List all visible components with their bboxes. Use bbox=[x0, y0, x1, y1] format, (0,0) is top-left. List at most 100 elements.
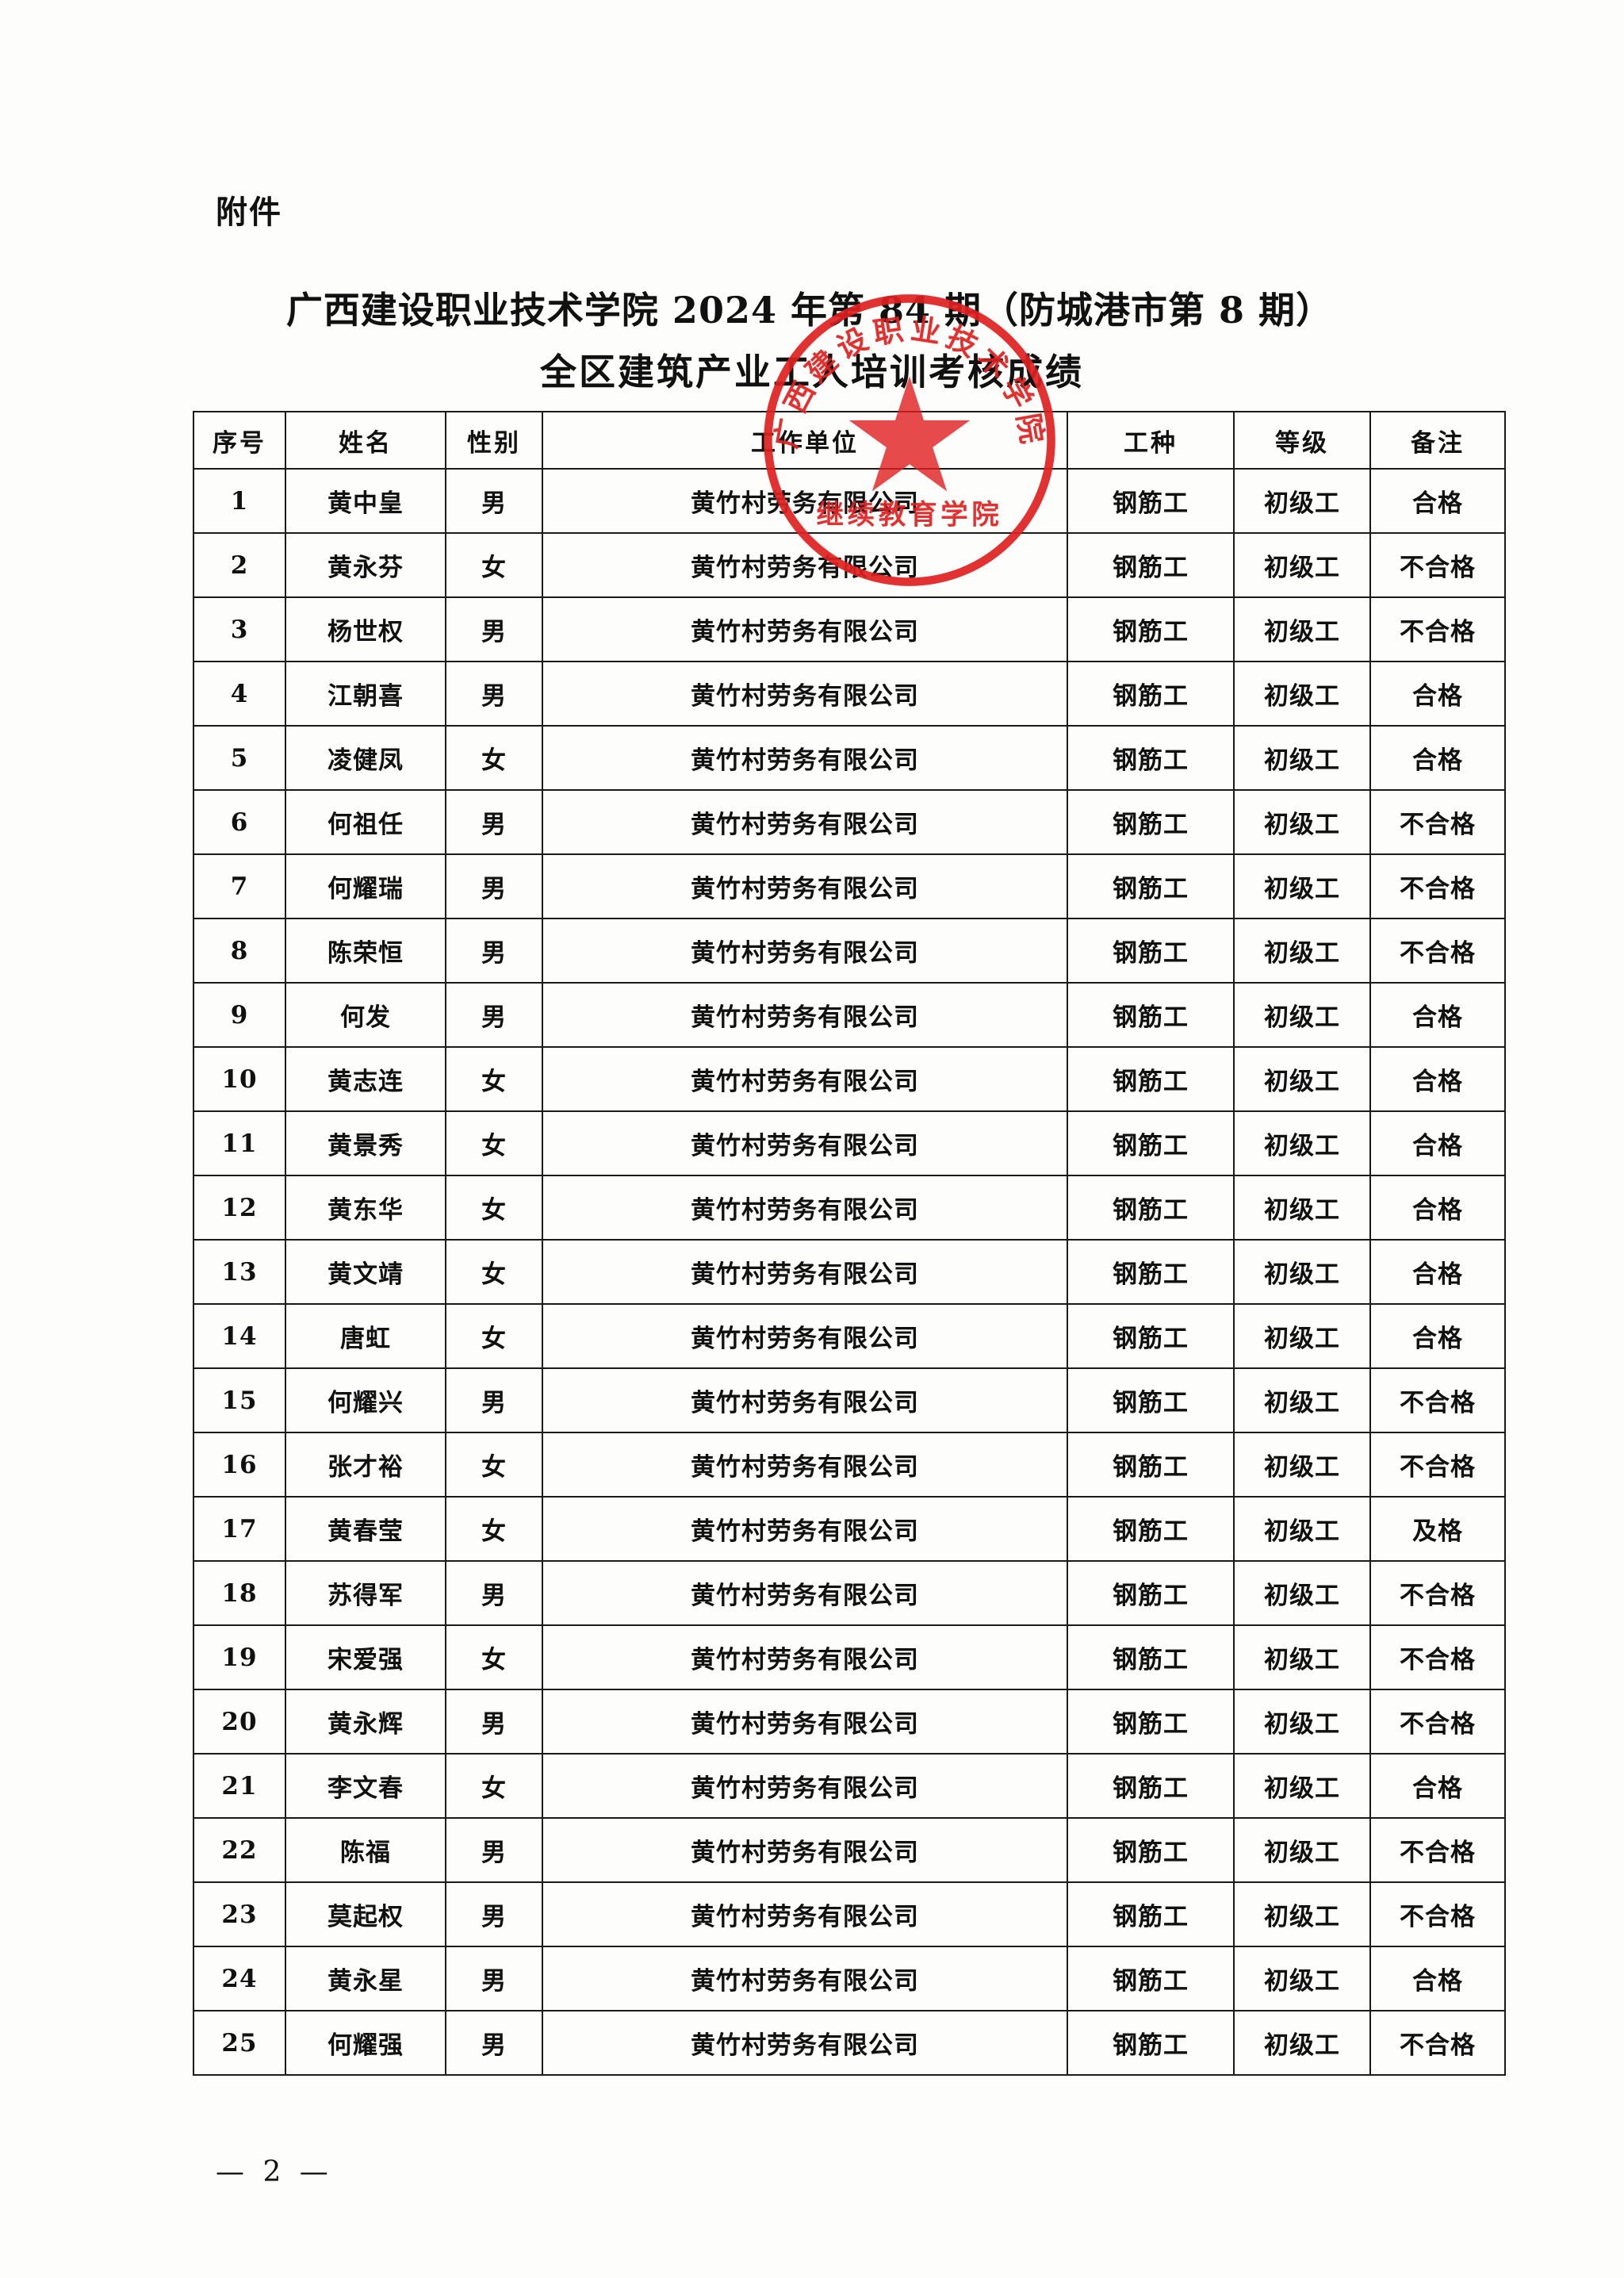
cell-gender: 女 bbox=[445, 1110, 543, 1176]
cell-gender: 女 bbox=[445, 1175, 543, 1241]
cell-gender: 男 bbox=[445, 2010, 543, 2076]
cell-remark: 不合格 bbox=[1369, 2010, 1506, 2076]
cell-name: 何耀强 bbox=[285, 2010, 446, 2076]
cell-gender: 男 bbox=[445, 596, 543, 662]
table-row: 22 陈福男黄竹村劳务有限公司 钢筋工 初级工 不合格 bbox=[193, 1817, 1506, 1883]
cell-name: 何耀兴 bbox=[285, 1367, 446, 1433]
cell-employer: 黄竹村劳务有限公司 bbox=[542, 1881, 1068, 1947]
table-row: 3 杨世权男黄竹村劳务有限公司 钢筋工 初级工 不合格 bbox=[193, 596, 1506, 662]
table-row: 8 陈荣恒男黄竹村劳务有限公司 钢筋工 初级工 不合格 bbox=[193, 918, 1506, 984]
cell-remark: 不合格 bbox=[1369, 596, 1506, 662]
cell-remark: 合格 bbox=[1369, 1046, 1506, 1112]
cell-gender: 男 bbox=[445, 789, 543, 855]
table-row: 20 黄永辉男黄竹村劳务有限公司 钢筋工 初级工 不合格 bbox=[193, 1689, 1506, 1755]
results-table: 序号 姓名 性别 工作单位 工种 等级 备注 1 黄中皇男黄竹村劳务有限公司 钢筋工… bbox=[193, 411, 1506, 2076]
cell-name: 何发 bbox=[285, 982, 446, 1048]
cell-gender: 女 bbox=[445, 1239, 543, 1305]
cell-employer: 黄竹村劳务有限公司 bbox=[542, 2010, 1068, 2076]
cell-employer: 黄竹村劳务有限公司 bbox=[542, 1367, 1068, 1433]
table-row: 12 黄东华女黄竹村劳务有限公司 钢筋工 初级工 合格 bbox=[193, 1175, 1506, 1241]
cell-trade: 钢筋工 bbox=[1067, 1175, 1235, 1241]
table-row: 4 江朝喜男黄竹村劳务有限公司 钢筋工 初级工 合格 bbox=[193, 661, 1506, 727]
cell-level: 初级工 bbox=[1233, 2010, 1371, 2076]
cell-trade: 钢筋工 bbox=[1067, 468, 1235, 534]
table-row: 16 张才裕女黄竹村劳务有限公司 钢筋工 初级工 不合格 bbox=[193, 1432, 1506, 1498]
cell-employer: 黄竹村劳务有限公司 bbox=[542, 1496, 1068, 1562]
cell-index: 5 bbox=[193, 725, 286, 791]
cell-index: 23 bbox=[193, 1881, 286, 1947]
cell-remark: 不合格 bbox=[1369, 1817, 1506, 1883]
cell-index: 16 bbox=[193, 1432, 286, 1498]
cell-index: 21 bbox=[193, 1753, 286, 1819]
cell-employer: 黄竹村劳务有限公司 bbox=[542, 1689, 1068, 1755]
table-row: 15 何耀兴男黄竹村劳务有限公司 钢筋工 初级工 不合格 bbox=[193, 1367, 1506, 1433]
cell-level: 初级工 bbox=[1233, 1432, 1371, 1498]
cell-index: 25 bbox=[193, 2010, 286, 2076]
cell-name: 黄永芬 bbox=[285, 532, 446, 598]
table-row: 2 黄永芬女黄竹村劳务有限公司 钢筋工 初级工 不合格 bbox=[193, 532, 1506, 598]
cell-name: 凌健凤 bbox=[285, 725, 446, 791]
cell-level: 初级工 bbox=[1233, 1239, 1371, 1305]
cell-employer: 黄竹村劳务有限公司 bbox=[542, 1110, 1068, 1176]
cell-level: 初级工 bbox=[1233, 1624, 1371, 1690]
cell-index: 22 bbox=[193, 1817, 286, 1883]
cell-name: 黄中皇 bbox=[285, 468, 446, 534]
cell-index: 18 bbox=[193, 1560, 286, 1626]
cell-remark: 合格 bbox=[1369, 1303, 1506, 1369]
cell-level: 初级工 bbox=[1233, 725, 1371, 791]
cell-name: 陈荣恒 bbox=[285, 918, 446, 984]
cell-name: 何耀瑞 bbox=[285, 853, 446, 919]
table-row: 21 李文春女黄竹村劳务有限公司 钢筋工 初级工 合格 bbox=[193, 1753, 1506, 1819]
cell-remark: 及格 bbox=[1369, 1496, 1506, 1562]
table-row: 13 黄文靖女黄竹村劳务有限公司 钢筋工 初级工 合格 bbox=[193, 1239, 1506, 1305]
cell-employer: 黄竹村劳务有限公司 bbox=[542, 1303, 1068, 1369]
cell-index: 17 bbox=[193, 1496, 286, 1562]
cell-gender: 男 bbox=[445, 1689, 543, 1755]
cell-trade: 钢筋工 bbox=[1067, 1560, 1235, 1626]
cell-name: 唐虹 bbox=[285, 1303, 446, 1369]
cell-level: 初级工 bbox=[1233, 1046, 1371, 1112]
cell-name: 黄景秀 bbox=[285, 1110, 446, 1176]
cell-trade: 钢筋工 bbox=[1067, 1689, 1235, 1755]
cell-employer: 黄竹村劳务有限公司 bbox=[542, 1560, 1068, 1626]
cell-index: 19 bbox=[193, 1624, 286, 1690]
cell-remark: 不合格 bbox=[1369, 1367, 1506, 1433]
cell-trade: 钢筋工 bbox=[1067, 1367, 1235, 1433]
document-title: 广西建设职业技术学院 2024 年第 84 期（防城港市第 8 期） 全区建筑产… bbox=[0, 279, 1624, 403]
cell-remark: 合格 bbox=[1369, 468, 1506, 534]
cell-gender: 女 bbox=[445, 1753, 543, 1819]
cell-trade: 钢筋工 bbox=[1067, 725, 1235, 791]
header-name: 姓名 bbox=[285, 411, 446, 470]
cell-employer: 黄竹村劳务有限公司 bbox=[542, 1624, 1068, 1690]
cell-level: 初级工 bbox=[1233, 468, 1371, 534]
cell-remark: 合格 bbox=[1369, 1239, 1506, 1305]
table-row: 9 何发男黄竹村劳务有限公司 钢筋工 初级工 合格 bbox=[193, 982, 1506, 1048]
title-line-1: 广西建设职业技术学院 2024 年第 84 期（防城港市第 8 期） bbox=[285, 289, 1334, 332]
cell-trade: 钢筋工 bbox=[1067, 1496, 1235, 1562]
cell-employer: 黄竹村劳务有限公司 bbox=[542, 468, 1068, 534]
cell-trade: 钢筋工 bbox=[1067, 596, 1235, 662]
cell-employer: 黄竹村劳务有限公司 bbox=[542, 596, 1068, 662]
cell-employer: 黄竹村劳务有限公司 bbox=[542, 789, 1068, 855]
cell-name: 莫起权 bbox=[285, 1881, 446, 1947]
cell-gender: 男 bbox=[445, 1367, 543, 1433]
cell-level: 初级工 bbox=[1233, 1560, 1371, 1626]
table-row: 24 黄永星男黄竹村劳务有限公司 钢筋工 初级工 合格 bbox=[193, 1946, 1506, 2011]
cell-remark: 不合格 bbox=[1369, 918, 1506, 984]
cell-remark: 合格 bbox=[1369, 661, 1506, 727]
cell-level: 初级工 bbox=[1233, 1817, 1371, 1883]
cell-level: 初级工 bbox=[1233, 1496, 1371, 1562]
table-row: 18 苏得军男黄竹村劳务有限公司 钢筋工 初级工 不合格 bbox=[193, 1560, 1506, 1626]
cell-gender: 男 bbox=[445, 661, 543, 727]
cell-index: 9 bbox=[193, 982, 286, 1048]
table-row: 17 黄春莹女黄竹村劳务有限公司 钢筋工 初级工 及格 bbox=[193, 1496, 1506, 1562]
cell-name: 陈福 bbox=[285, 1817, 446, 1883]
cell-level: 初级工 bbox=[1233, 982, 1371, 1048]
cell-gender: 男 bbox=[445, 918, 543, 984]
table-row: 6 何祖任男黄竹村劳务有限公司 钢筋工 初级工 不合格 bbox=[193, 789, 1506, 855]
cell-remark: 合格 bbox=[1369, 1175, 1506, 1241]
table-row: 14 唐虹女黄竹村劳务有限公司 钢筋工 初级工 合格 bbox=[193, 1303, 1506, 1369]
cell-remark: 合格 bbox=[1369, 1110, 1506, 1176]
cell-level: 初级工 bbox=[1233, 918, 1371, 984]
